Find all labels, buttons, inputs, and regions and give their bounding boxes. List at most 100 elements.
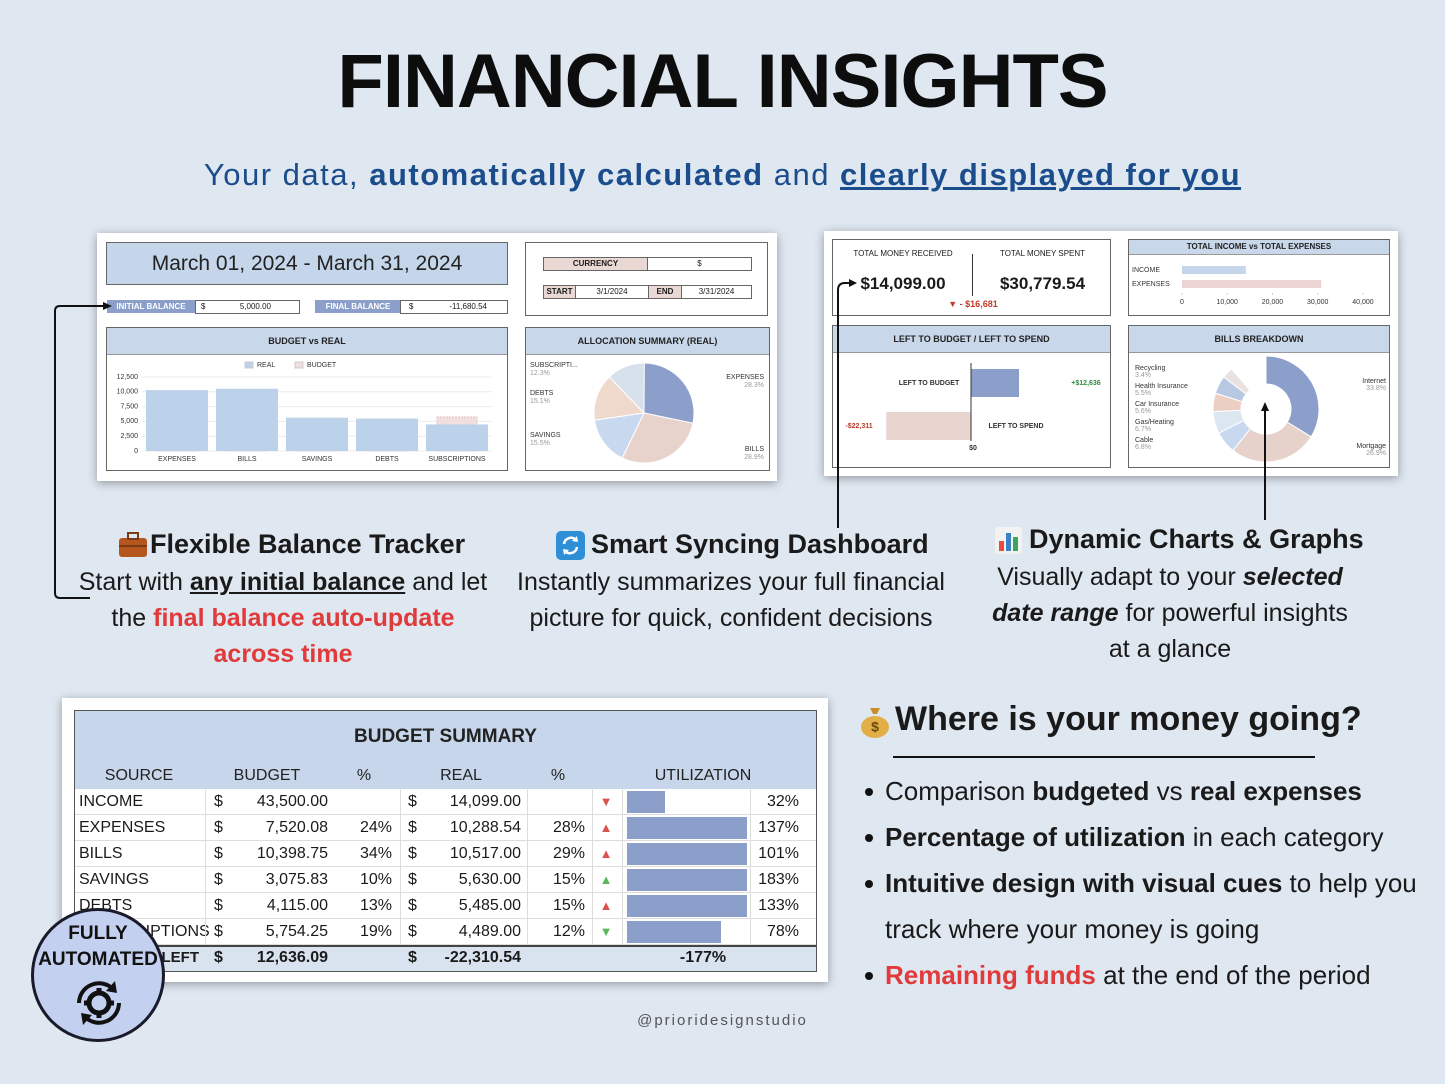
chart-title: BILLS BREAKDOWN	[1129, 326, 1389, 353]
utilization-bar	[627, 817, 747, 839]
totals-box: TOTAL MONEY RECEIVED $14,099.00 TOTAL MO…	[832, 239, 1111, 316]
text-run: to help you track where your money is go…	[885, 868, 1424, 944]
pie-slice	[643, 362, 695, 424]
text-run: Comparison	[885, 776, 1033, 806]
divider	[972, 254, 973, 296]
heading-rule	[893, 756, 1315, 758]
category-label: EXPENSES	[1132, 281, 1170, 288]
x-tick-label: EXPENSES	[158, 456, 196, 463]
column-line	[622, 789, 623, 945]
column-header: %	[550, 767, 566, 784]
received-value: $14,099.00	[860, 274, 946, 293]
table-cell: 10,288.54	[449, 819, 521, 836]
left-chart: LEFT TO BUDGET +$12,636 LEFT TO SPEND -$22,…	[845, 363, 1101, 452]
x-tick-label: 0	[1180, 299, 1184, 306]
money-heading: Where is your money going?	[895, 700, 1362, 738]
table-cell: 28%	[552, 819, 585, 836]
utilization-cell	[627, 791, 747, 813]
y-tick-label: 0	[134, 448, 138, 455]
utilization-bar	[627, 869, 747, 891]
table-cell: 19%	[359, 923, 392, 940]
table-cell: 183%	[758, 871, 799, 888]
gear-icon	[77, 981, 121, 1025]
table-cell: $	[214, 923, 223, 940]
slice-label: EXPENSES	[726, 374, 764, 381]
slice-label: Internet	[1362, 378, 1386, 385]
slice-value: 5.6%	[1135, 408, 1151, 415]
y-tick-label: 5,000	[120, 418, 138, 425]
slice-value: 15.1%	[530, 398, 550, 405]
slice-label: DEBTS	[530, 390, 554, 397]
spent-label: TOTAL MONEY SPENT	[999, 249, 1086, 258]
row-line	[75, 866, 816, 867]
x-tick-label: DEBTS	[375, 456, 399, 463]
initial-balance-label: INITIAL BALANCE	[107, 300, 195, 313]
table-cell: BILLS	[79, 845, 123, 862]
pie-slice	[593, 376, 646, 421]
x-tick-label: SAVINGS	[302, 456, 333, 463]
text-run: and	[763, 157, 841, 192]
table-cell: $	[214, 793, 223, 810]
table-cell: ▲	[599, 898, 613, 913]
slice-value: 15.5%	[530, 440, 550, 447]
y-tick-label: 12,500	[117, 374, 139, 381]
table-cell: 4,489.00	[458, 923, 521, 940]
text-run: for powerful insights at a glance	[1108, 599, 1355, 663]
table-cell: $	[408, 923, 417, 940]
slice-label: Gas/Heating	[1135, 419, 1174, 426]
slice-value: 33.8%	[1366, 385, 1386, 392]
utilization-bar	[627, 791, 666, 813]
date-range: March 01, 2024 - March 31, 2024	[106, 242, 508, 285]
chart-title: BUDGET vs REAL	[107, 328, 507, 355]
final-balance-box: $ -11,680.54	[400, 300, 508, 314]
chart-title: TOTAL INCOME vs TOTAL EXPENSES	[1129, 240, 1389, 255]
feature-body: Visually adapt to your selected date ran…	[980, 559, 1360, 667]
slice-value: 6.8%	[1135, 444, 1151, 451]
currency-sign: $	[409, 302, 414, 311]
slice-label: Health Insurance	[1135, 383, 1188, 390]
utilization-cell	[627, 921, 747, 943]
row-line	[75, 892, 816, 893]
table-cell: 133%	[758, 897, 799, 914]
text-run: Instantly summarizes your full financial…	[517, 568, 952, 632]
value-label: +$12,636	[1071, 380, 1100, 387]
feature-body: Start with any initial balance and let t…	[78, 564, 488, 672]
column-line	[750, 789, 751, 945]
bullet-dot	[865, 788, 873, 796]
bar	[426, 424, 488, 451]
text-run: Intuitive design with visual cues	[885, 868, 1283, 898]
table-cell: 24%	[359, 819, 392, 836]
slice-value: 5.5%	[1135, 390, 1151, 397]
row-line	[75, 814, 816, 815]
x-tick-label: SUBSCRIPTIONS	[428, 456, 486, 463]
column-line	[205, 789, 206, 945]
icon-glyph: $	[871, 719, 879, 735]
table-cell: 15%	[552, 871, 585, 888]
bullet-item: Intuitive design with visual cues to hel…	[862, 860, 1422, 952]
table-cell: 3,075.83	[265, 871, 328, 888]
final-balance-value: -11,680.54	[449, 302, 487, 311]
table-cell: -22,310.54	[444, 949, 521, 966]
utilization-cell	[627, 843, 747, 865]
row-line	[75, 918, 816, 919]
badge: FULLY AUTOMATED	[31, 908, 165, 1042]
text-run: in each category	[1185, 822, 1384, 852]
slice-label: SAVINGS	[530, 432, 561, 439]
table-cell: $	[214, 897, 223, 914]
table-cell: 10,517.00	[449, 845, 521, 862]
final-balance-label: FINAL BALANCE	[315, 300, 401, 313]
table-cell: 10%	[359, 871, 392, 888]
table-cell: 5,754.25	[265, 923, 328, 940]
text-run: Visually adapt to your	[997, 563, 1243, 591]
table-cell: -177%	[679, 949, 727, 966]
footer: @prioridesignstudio	[637, 1012, 808, 1029]
row-line	[75, 944, 816, 945]
x-tick-label: 40,000	[1352, 299, 1374, 306]
received-label: TOTAL MONEY RECEIVED	[853, 249, 953, 258]
table-cell: $	[408, 845, 417, 862]
text-run: Remaining funds	[885, 960, 1096, 990]
y-tick-label: 10,000	[117, 389, 139, 396]
column-line	[400, 789, 401, 945]
table-cell: $	[408, 897, 417, 914]
